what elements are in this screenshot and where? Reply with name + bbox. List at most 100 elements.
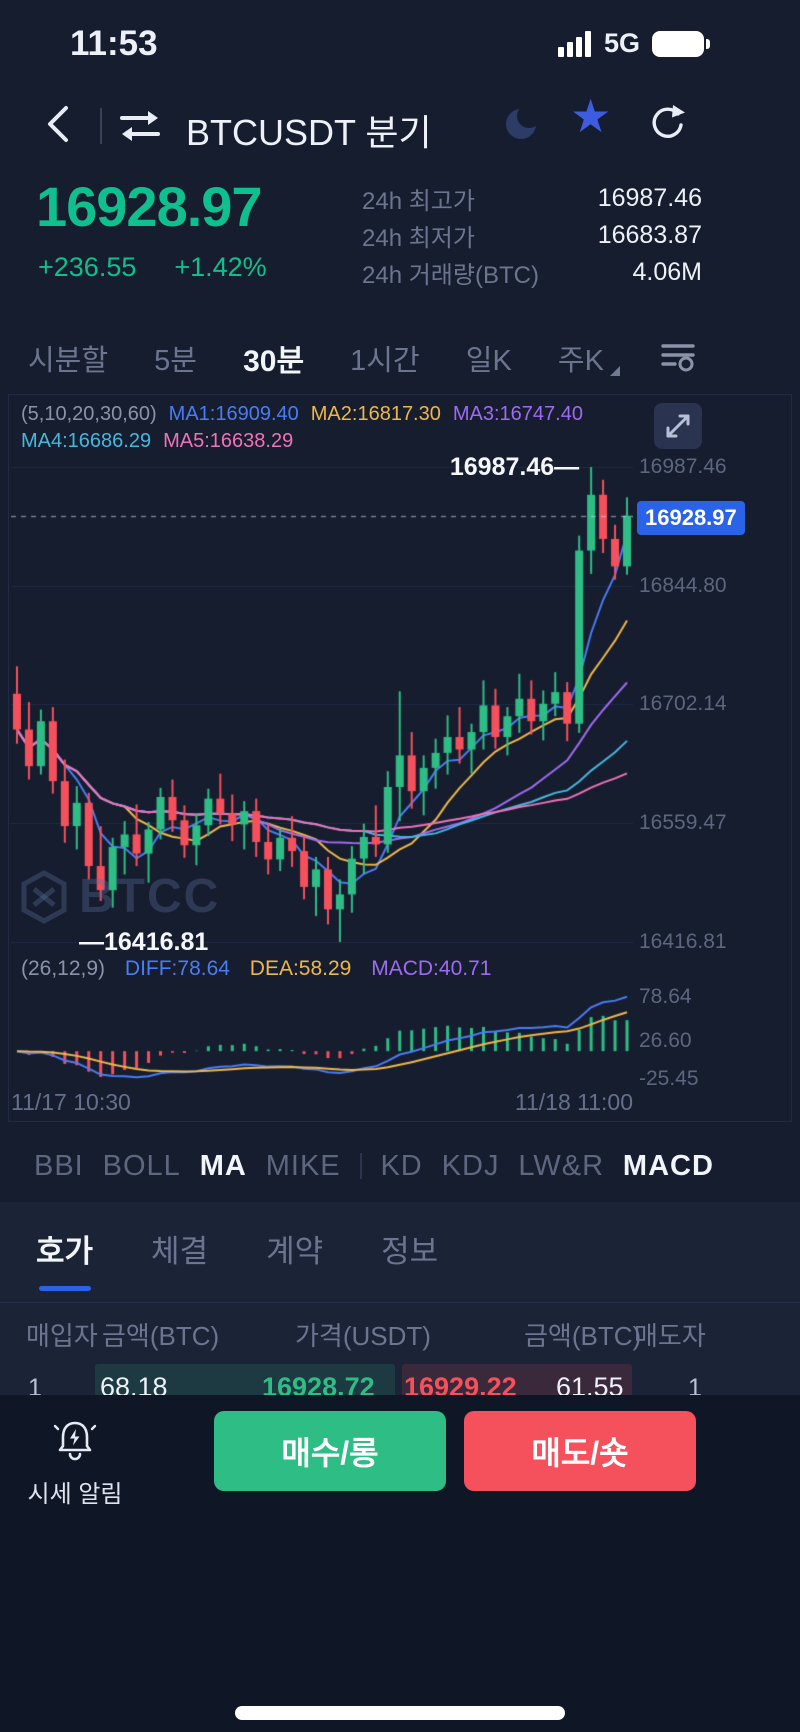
indicator-tab-macd[interactable]: MACD [622, 1149, 714, 1182]
change-percent: +1.42% [174, 252, 267, 282]
change-absolute: +236.55 [38, 252, 137, 282]
macd-axis-label: 78.64 [639, 985, 692, 1008]
page-title: BTCUSDT 분기 [186, 112, 432, 153]
macd-macd-value: MACD:40.71 [371, 957, 492, 980]
chart-settings-icon [661, 343, 695, 371]
stat-value: 16987.46 [597, 184, 702, 212]
swap-pair-button[interactable] [118, 108, 162, 149]
price-axis-label: 16416.81 [639, 930, 727, 953]
status-icons: 5G [557, 28, 710, 59]
indicator-tabs: BBI BOLL MA MIKE KD KDJ LW&R MACD [0, 1130, 800, 1202]
orderbook-column-4: 금액(BTC) [524, 1321, 642, 1351]
battery-icon [652, 30, 710, 57]
favorite-button[interactable]: ★ [570, 90, 611, 142]
price-axis-label: 16702.14 [639, 692, 727, 716]
orderbook-tab-정보[interactable]: 정보 [381, 1234, 439, 1269]
stat-label: 24h 최고가 [362, 188, 475, 215]
status-time: 11:53 [70, 24, 158, 63]
sell-short-button[interactable]: 매도/숏 [464, 1411, 696, 1491]
expand-icon [666, 414, 690, 438]
swap-icon [120, 111, 160, 141]
moon-icon [506, 104, 541, 139]
star-icon: ★ [570, 90, 612, 142]
orderbook-column-3: 가격(USDT) [295, 1321, 431, 1351]
back-chevron-icon [48, 106, 68, 142]
fullscreen-button[interactable] [654, 403, 702, 449]
macd-axis-label: -25.45 [639, 1067, 699, 1090]
price-axis-label: 16844.80 [639, 573, 727, 597]
price-axis-label: 16559.47 [639, 811, 727, 835]
indicator-tab-kd[interactable]: KD [380, 1149, 423, 1182]
indicator-tab-lw&r[interactable]: LW&R [518, 1149, 605, 1182]
indicator-tab-mike[interactable]: MIKE [265, 1149, 341, 1182]
refresh-icon [652, 105, 685, 138]
stat-value: 4.06M [632, 258, 702, 286]
home-indicator[interactable] [235, 1706, 565, 1720]
macd-axis-label: 26.60 [639, 1029, 692, 1052]
timeframe-tab-30분[interactable]: 30분 [243, 345, 305, 378]
orderbook-tab-체결[interactable]: 체결 [151, 1234, 209, 1269]
header: BTCUSDT 분기 ★ [0, 86, 800, 166]
header-divider [100, 108, 102, 144]
ma-overlay: (5,10,20,30,60) MA1:16909.40 MA2:16817.30 M… [21, 401, 663, 455]
time-axis-start: 11/17 10:30 [11, 1089, 131, 1115]
orderbook-tab-계약[interactable]: 계약 [266, 1234, 324, 1269]
stat-value: 16683.87 [597, 221, 702, 249]
last-price: 16928.97 [36, 175, 263, 238]
indicator-tab-kdj[interactable]: KDJ [441, 1149, 500, 1182]
alert-label: 시세 알림 [27, 1481, 123, 1508]
orderbook-column-1: 매입자 [26, 1321, 98, 1351]
indicator-tab-ma[interactable]: MA [199, 1149, 247, 1182]
back-button[interactable] [42, 100, 72, 153]
signal-icon [557, 30, 591, 57]
network-label: 5G [603, 28, 640, 58]
timeframe-tab-주K[interactable]: 주K [558, 337, 620, 379]
price-change: +236.55 +1.42% [38, 252, 267, 283]
time-axis: 11/17 10:30 11/18 11:00 [11, 1089, 633, 1116]
ticker-panel: 16928.97 +236.55 +1.42% 24h 최고가 16987.46 2… [0, 166, 800, 318]
orderbook-column-5: 매도자 [634, 1321, 706, 1351]
orderbook-tabs: 호가 체결 계약 정보 [36, 1226, 438, 1291]
ma-value-3: MA3:16747.40 [452, 403, 583, 425]
candlestick-chart[interactable] [11, 459, 633, 951]
macd-dea-value: DEA:58.29 [249, 957, 352, 980]
buy-long-button[interactable]: 매수/롱 [214, 1411, 446, 1491]
ticker-stat-row: 24h 거래량(BTC) 4.06M [362, 254, 702, 291]
orderbook-column-2: 금액(BTC) [102, 1321, 220, 1351]
status-bar: 11:53 5G [0, 0, 800, 86]
indicator-tab-boll[interactable]: BOLL [102, 1149, 181, 1182]
refresh-button[interactable] [646, 102, 688, 149]
orderbook-tab-호가[interactable]: 호가 [36, 1226, 93, 1291]
indicator-tabs-divider [359, 1153, 362, 1179]
bottom-action-bar: 시세 알림 매수/롱 매도/숏 [0, 1395, 800, 1732]
orderbook-divider [0, 1302, 800, 1303]
price-alert-button[interactable]: 시세 알림 [14, 1417, 136, 1509]
ma-value-4: MA4:16686.29 [21, 430, 152, 452]
timeframe-tab-5분[interactable]: 5분 [154, 345, 197, 377]
ma-value-5: MA5:16638.29 [163, 430, 294, 452]
high-annotation: 16987.46— [449, 452, 580, 481]
price-axis-label: 16987.46 [639, 454, 727, 478]
ma-value-2: MA2:16817.30 [310, 403, 441, 425]
orderbook-column-headers: 매입자 금액(BTC) 가격(USDT) 금액(BTC) 매도자 [0, 1316, 800, 1356]
low-annotation: —16416.81 [79, 928, 209, 956]
ticker-stat-row: 24h 최저가 16683.87 [362, 217, 702, 254]
theme-toggle-button[interactable] [500, 102, 544, 151]
macd-diff-value: DIFF:78.64 [124, 957, 230, 980]
indicator-tab-bbi[interactable]: BBI [34, 1149, 84, 1182]
macd-header: (26,12,9) DIFF:78.64 DEA:58.29 MACD:40.7… [21, 957, 505, 981]
stat-label: 24h 거래량(BTC) [362, 262, 539, 289]
timeframe-tab-시분할[interactable]: 시분할 [28, 345, 109, 377]
indicator-settings-button[interactable] [660, 339, 696, 378]
timeframe-tab-1시간[interactable]: 1시간 [350, 345, 420, 377]
alert-bell-icon [53, 1421, 97, 1461]
current-price-tag: 16928.97 [637, 500, 745, 535]
ticker-stats: 24h 최고가 16987.46 24h 최저가 16683.87 24h 거래량(BT… [362, 180, 702, 291]
macd-chart[interactable] [11, 987, 633, 1087]
timeframe-tab-일K[interactable]: 일K [465, 345, 512, 377]
macd-params: (26,12,9) [21, 957, 106, 980]
stat-label: 24h 최저가 [362, 225, 475, 252]
chart-panel: (5,10,20,30,60) MA1:16909.40 MA2:16817.30 M… [8, 394, 792, 1122]
ma-params: (5,10,20,30,60) [21, 403, 157, 425]
